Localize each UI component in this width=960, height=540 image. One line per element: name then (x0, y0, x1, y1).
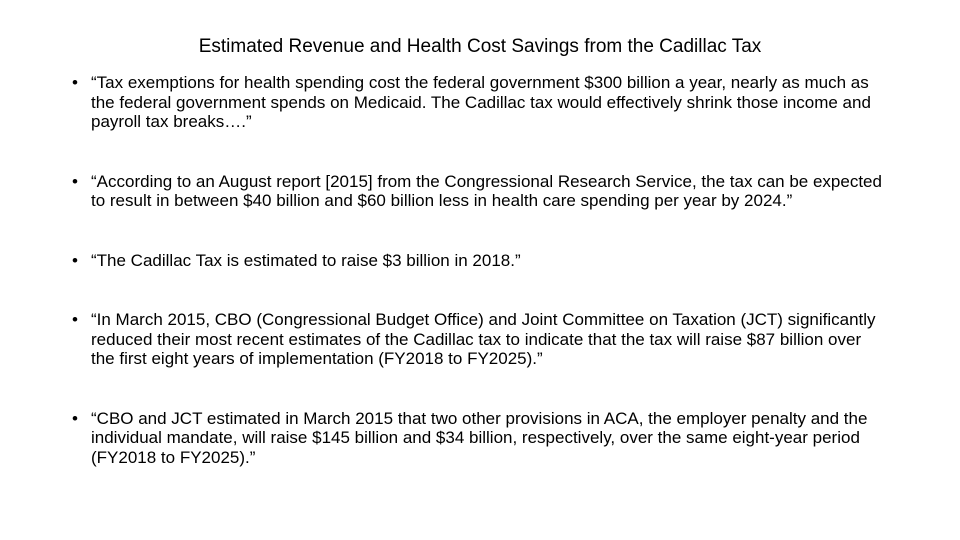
bullet-item: • “In March 2015, CBO (Congressional Bud… (72, 310, 882, 369)
bullet-dot-icon: • (72, 310, 78, 329)
bullet-item: • “According to an August report [2015] … (72, 172, 882, 211)
bullet-text: “CBO and JCT estimated in March 2015 tha… (91, 408, 868, 467)
bullet-dot-icon: • (72, 408, 78, 428)
bullet-text: “Tax exemptions for health spending cost… (91, 73, 871, 131)
bullet-list: • “Tax exemptions for health spending co… (72, 73, 882, 507)
bullet-text: “The Cadillac Tax is estimated to raise … (91, 250, 521, 270)
bullet-item: • “The Cadillac Tax is estimated to rais… (72, 251, 882, 271)
bullet-item: • “CBO and JCT estimated in March 2015 t… (72, 409, 882, 468)
bullet-dot-icon: • (72, 250, 78, 270)
bullet-dot-icon: • (72, 171, 78, 191)
slide-title: Estimated Revenue and Health Cost Saving… (198, 36, 762, 57)
bullet-dot-icon: • (72, 73, 78, 92)
bullet-item: • “Tax exemptions for health spending co… (72, 73, 882, 132)
bullet-text: “In March 2015, CBO (Congressional Budge… (91, 310, 876, 368)
bullet-text: “According to an August report [2015] fr… (91, 171, 882, 211)
